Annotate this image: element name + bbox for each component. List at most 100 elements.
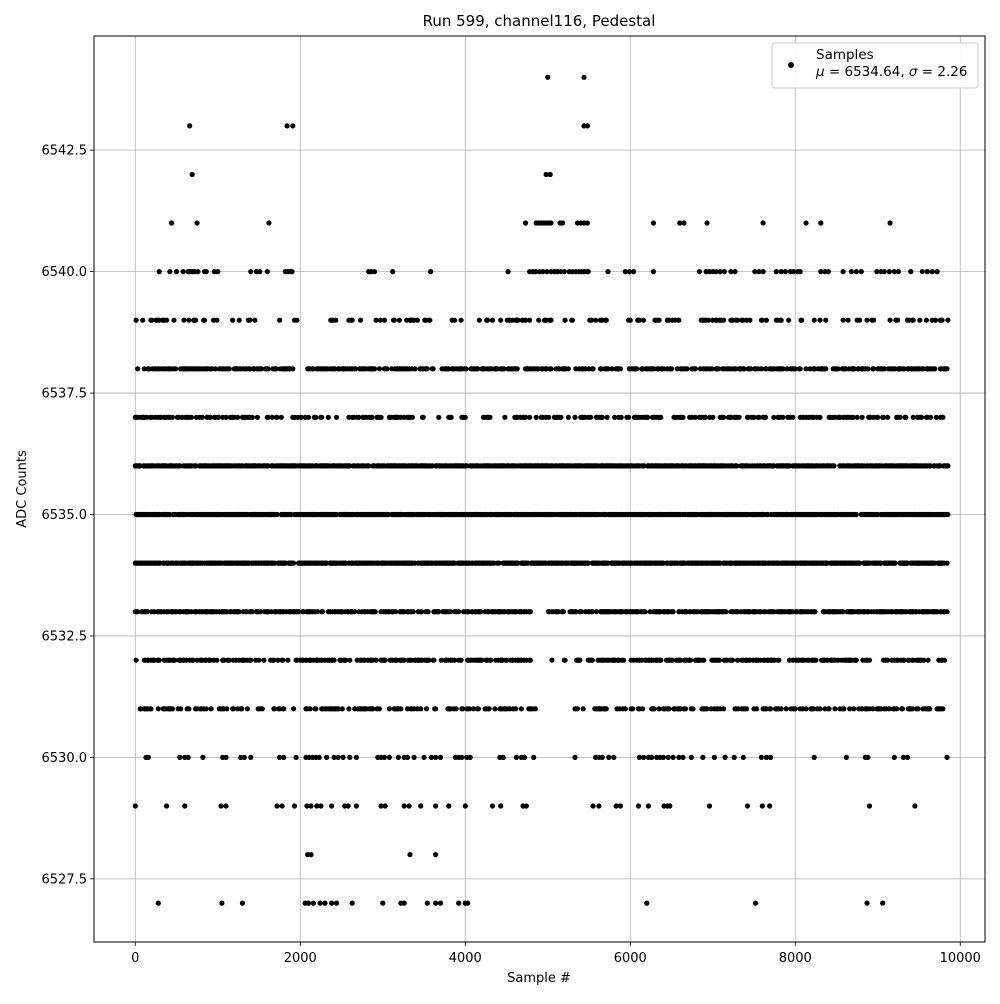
- data-point: [257, 269, 263, 275]
- data-point: [281, 754, 287, 761]
- data-point: [831, 463, 837, 469]
- data-point: [223, 754, 229, 761]
- data-point: [273, 366, 279, 372]
- data-point: [933, 414, 939, 420]
- data-point: [760, 269, 766, 275]
- data-point: [611, 754, 617, 761]
- data-point: [572, 414, 578, 420]
- data-point: [636, 754, 642, 761]
- data-point: [874, 269, 880, 275]
- data-point: [148, 706, 154, 712]
- data-point: [640, 754, 647, 761]
- data-point: [702, 414, 708, 420]
- x-tick-label: 2000: [284, 951, 317, 966]
- data-point: [401, 803, 407, 809]
- data-point: [650, 269, 657, 275]
- data-point: [289, 269, 295, 275]
- data-point: [515, 317, 521, 323]
- y-tick-label: 6530.0: [42, 751, 88, 766]
- data-point: [903, 414, 909, 420]
- data-point: [744, 803, 751, 809]
- data-point: [944, 754, 950, 761]
- data-point: [518, 706, 525, 712]
- data-point: [924, 269, 930, 275]
- data-point: [352, 366, 359, 372]
- data-point: [940, 414, 946, 420]
- data-point: [536, 317, 542, 323]
- data-point: [835, 366, 841, 372]
- data-point: [574, 706, 581, 712]
- data-point: [630, 706, 636, 712]
- data-point: [892, 560, 898, 566]
- data-point: [484, 317, 491, 323]
- data-point: [462, 414, 468, 420]
- data-point: [840, 269, 846, 275]
- data-point: [732, 269, 738, 275]
- data-point: [676, 317, 682, 323]
- data-point: [522, 754, 528, 761]
- data-point: [645, 803, 652, 809]
- data-point: [562, 657, 568, 663]
- data-point: [532, 706, 539, 712]
- legend-mu-symbol: μ: [815, 64, 825, 80]
- data-point: [241, 754, 247, 761]
- data-point: [899, 706, 906, 712]
- data-point: [317, 900, 323, 906]
- data-point: [910, 317, 916, 323]
- data-point: [701, 657, 707, 663]
- data-point: [580, 706, 586, 712]
- data-point: [236, 317, 242, 323]
- data-point: [393, 609, 399, 615]
- data-point: [917, 317, 923, 323]
- data-point: [290, 123, 296, 129]
- data-point: [308, 852, 314, 858]
- data-point: [859, 414, 865, 420]
- data-point: [353, 754, 359, 761]
- data-point: [635, 803, 642, 809]
- data-point: [546, 414, 552, 420]
- data-point: [249, 414, 255, 420]
- data-point: [803, 366, 809, 372]
- data-point: [706, 803, 713, 809]
- data-point: [487, 414, 493, 420]
- data-point: [380, 900, 386, 906]
- data-point: [223, 414, 229, 420]
- data-point: [776, 657, 782, 663]
- data-point: [585, 269, 591, 275]
- data-point: [305, 900, 312, 906]
- data-point: [275, 657, 281, 663]
- data-point: [944, 560, 950, 566]
- data-point: [676, 754, 682, 761]
- y-tick-label: 6537.5: [42, 387, 88, 402]
- data-point: [331, 754, 337, 761]
- data-point: [169, 220, 175, 226]
- data-point: [670, 609, 676, 615]
- data-point: [760, 220, 766, 226]
- data-point: [678, 657, 684, 663]
- data-point: [569, 317, 576, 323]
- data-point: [325, 414, 331, 420]
- data-point: [291, 560, 297, 566]
- data-point: [753, 706, 760, 712]
- data-point: [626, 414, 632, 420]
- data-point: [758, 366, 765, 372]
- data-point: [543, 171, 549, 178]
- data-point: [239, 900, 246, 906]
- data-point: [532, 269, 539, 275]
- data-point: [762, 414, 769, 420]
- data-point: [418, 609, 425, 615]
- data-point: [665, 754, 671, 761]
- data-point: [353, 803, 359, 809]
- data-point: [651, 706, 657, 712]
- data-point: [656, 317, 662, 323]
- data-point: [939, 317, 945, 323]
- legend-stats: μ = 6534.64, σ = 2.26: [815, 64, 967, 80]
- data-point: [476, 317, 482, 323]
- data-point: [792, 366, 798, 372]
- data-point: [291, 803, 298, 809]
- data-point: [437, 754, 444, 761]
- data-point: [307, 706, 313, 712]
- data-point: [660, 754, 666, 761]
- data-point: [189, 171, 195, 178]
- data-point: [378, 414, 384, 420]
